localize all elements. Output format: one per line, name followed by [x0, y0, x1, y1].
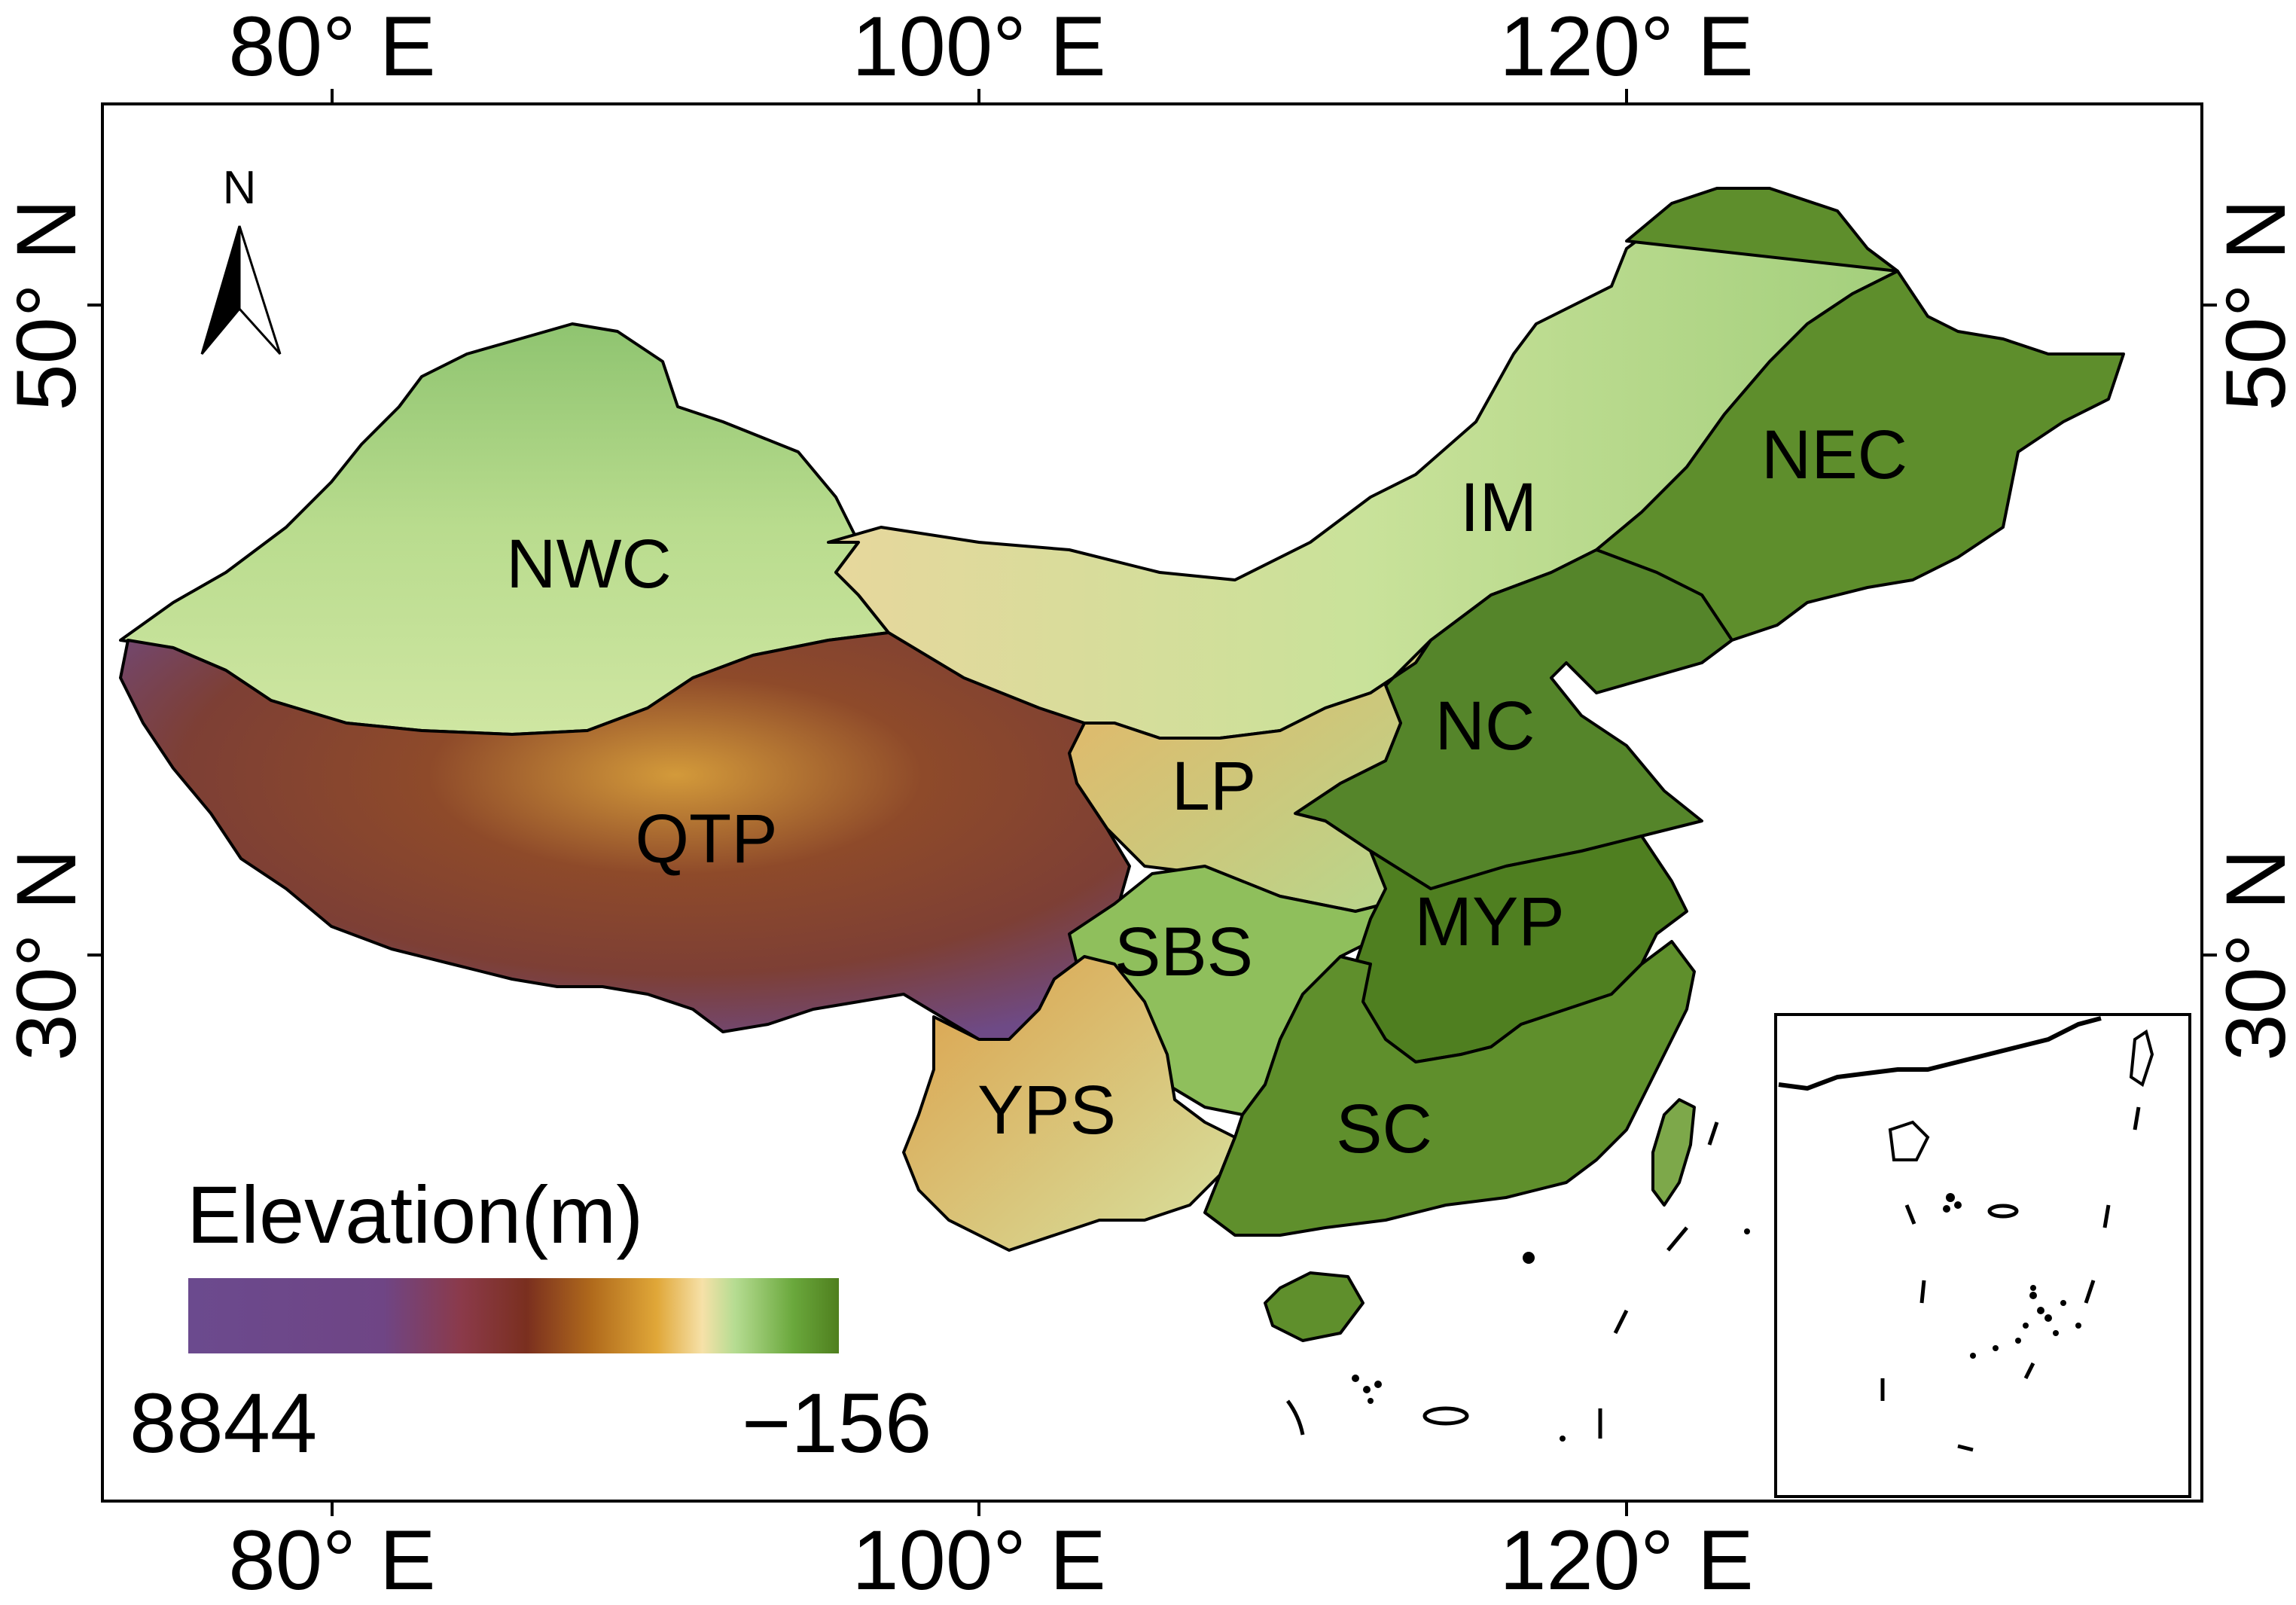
north-arrow-letter: N — [223, 162, 257, 214]
region-label-nwc: NWC — [506, 526, 672, 603]
legend-max-label: 8844 — [130, 1376, 317, 1470]
region-label-lp: LP — [1172, 748, 1257, 825]
region-label-nc: NC — [1435, 688, 1535, 764]
top-tick-label: 80° E — [228, 0, 435, 93]
right-axis-labels: 50° N 30° N — [2209, 199, 2296, 1060]
left-tick-label: 30° N — [0, 849, 93, 1060]
island-dot — [1352, 1375, 1359, 1382]
region-label-myp: MYP — [1414, 883, 1564, 960]
north-arrow: N — [200, 162, 282, 355]
inset-frame — [1774, 1013, 2191, 1498]
region-label-sc: SC — [1336, 1091, 1432, 1167]
nine-dash-lines — [1285, 1121, 1719, 1439]
region-label-nec: NEC — [1761, 417, 1907, 493]
inset-islands — [1943, 1193, 2081, 1359]
legend-title: Elevation(m) — [187, 1169, 643, 1260]
region-shape-lp — [1068, 639, 1432, 913]
legend-min-label: −156 — [742, 1376, 932, 1470]
bottom-tick-label: 120° E — [1499, 1513, 1753, 1605]
island-dot — [1744, 1228, 1750, 1234]
region-label-sbs: SBS — [1114, 914, 1253, 990]
region-labels: NWC IM NEC NC LP QTP SBS MYP YPS SC — [506, 417, 1907, 1167]
taiwan-island — [1651, 1098, 1696, 1207]
island-dot — [1560, 1436, 1566, 1442]
right-tick-label: 50° N — [2209, 199, 2296, 410]
inset-map — [1774, 1013, 2191, 1498]
top-tick-label: 100° E — [852, 0, 1105, 93]
island-dot — [1523, 1252, 1535, 1264]
hainan-island — [1264, 1271, 1364, 1342]
left-axis-labels: 50° N 30° N — [0, 199, 93, 1060]
legend-color-bar — [188, 1278, 839, 1353]
region-shape-sc — [1203, 940, 1696, 1237]
island-dot — [1374, 1381, 1382, 1388]
inset-taiwan — [2129, 1029, 2154, 1088]
region-label-im: IM — [1460, 469, 1537, 546]
north-arrow-right-half — [238, 225, 282, 355]
bottom-tick-label: 100° E — [852, 1513, 1105, 1605]
elevation-legend: Elevation(m) 8844 −156 — [130, 1169, 932, 1470]
tick-marks — [87, 89, 2217, 1516]
region-shapes — [119, 187, 2125, 1342]
bottom-axis-labels: 80° E 100° E 120° E — [228, 1513, 1753, 1605]
island-dot — [1363, 1386, 1371, 1393]
region-label-qtp: QTP — [635, 801, 777, 877]
inset-coastline — [1778, 1016, 2102, 1091]
left-tick-label: 50° N — [0, 199, 93, 410]
island-dot — [1368, 1398, 1374, 1404]
right-tick-label: 30° N — [2209, 849, 2296, 1060]
top-axis-labels: 80° E 100° E 120° E — [228, 0, 1753, 93]
top-tick-label: 120° E — [1499, 0, 1753, 93]
inset-dashes — [1880, 1106, 2141, 1452]
region-shape-nec — [1595, 187, 2125, 642]
inset-hainan — [1888, 1120, 1930, 1161]
bottom-tick-label: 80° E — [228, 1513, 435, 1605]
region-label-yps: YPS — [977, 1072, 1116, 1149]
scattered-islands — [1352, 1228, 1750, 1442]
